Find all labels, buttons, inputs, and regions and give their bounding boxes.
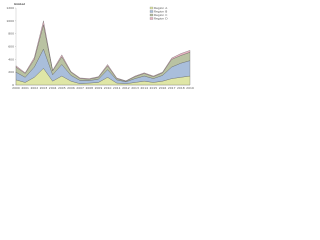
x-tick-label: 2016 (159, 86, 167, 90)
x-tick-label: 2017 (168, 86, 176, 90)
y-tick-label: 600 (8, 45, 14, 49)
x-tick-label: 2005 (58, 86, 66, 90)
legend-swatch (149, 17, 154, 20)
chart: Global 0 200 400 600 800 1000 1200 2000 2001 2002… (6, 2, 194, 90)
x-tick-label: 2019 (186, 86, 194, 90)
x-tick-label: 2012 (122, 86, 130, 90)
legend-label: Region D (154, 17, 168, 21)
x-tick-label: 2008 (85, 86, 93, 90)
x-tick-label: 2015 (150, 86, 158, 90)
x-tick-label: 2006 (67, 86, 75, 90)
x-tick-label: 2018 (177, 86, 185, 90)
chart-title: Global (14, 2, 25, 6)
x-tick-label: 2000 (12, 86, 20, 90)
y-tick-label: 1200 (6, 6, 14, 10)
x-tick-label: 2011 (113, 86, 121, 90)
y-tick-label: 400 (8, 57, 14, 61)
x-tick-label: 2013 (131, 86, 139, 90)
legend-swatch (149, 13, 154, 17)
y-tick-label: 200 (8, 70, 14, 74)
x-tick-label: 2002 (30, 86, 38, 90)
x-tick-label: 2001 (21, 86, 29, 90)
area (15, 20, 191, 82)
y-tick-label: 800 (8, 32, 14, 36)
y-tick-label: 0 (12, 83, 14, 87)
y-tick-label: 1000 (6, 19, 14, 23)
legend-label: Region B (154, 10, 167, 14)
x-tick-label: 2007 (76, 86, 84, 90)
legend-label: Region A (154, 6, 168, 10)
x-tick-label: 2009 (95, 86, 103, 90)
legend-swatch (149, 6, 154, 10)
legend-swatch (149, 10, 154, 13)
legend-label: Region C (154, 13, 167, 17)
x-tick-label: 2010 (104, 86, 112, 90)
x-tick-label: 2014 (140, 86, 148, 90)
x-tick-label: 2004 (49, 86, 57, 90)
x-tick-label: 2003 (40, 86, 48, 90)
